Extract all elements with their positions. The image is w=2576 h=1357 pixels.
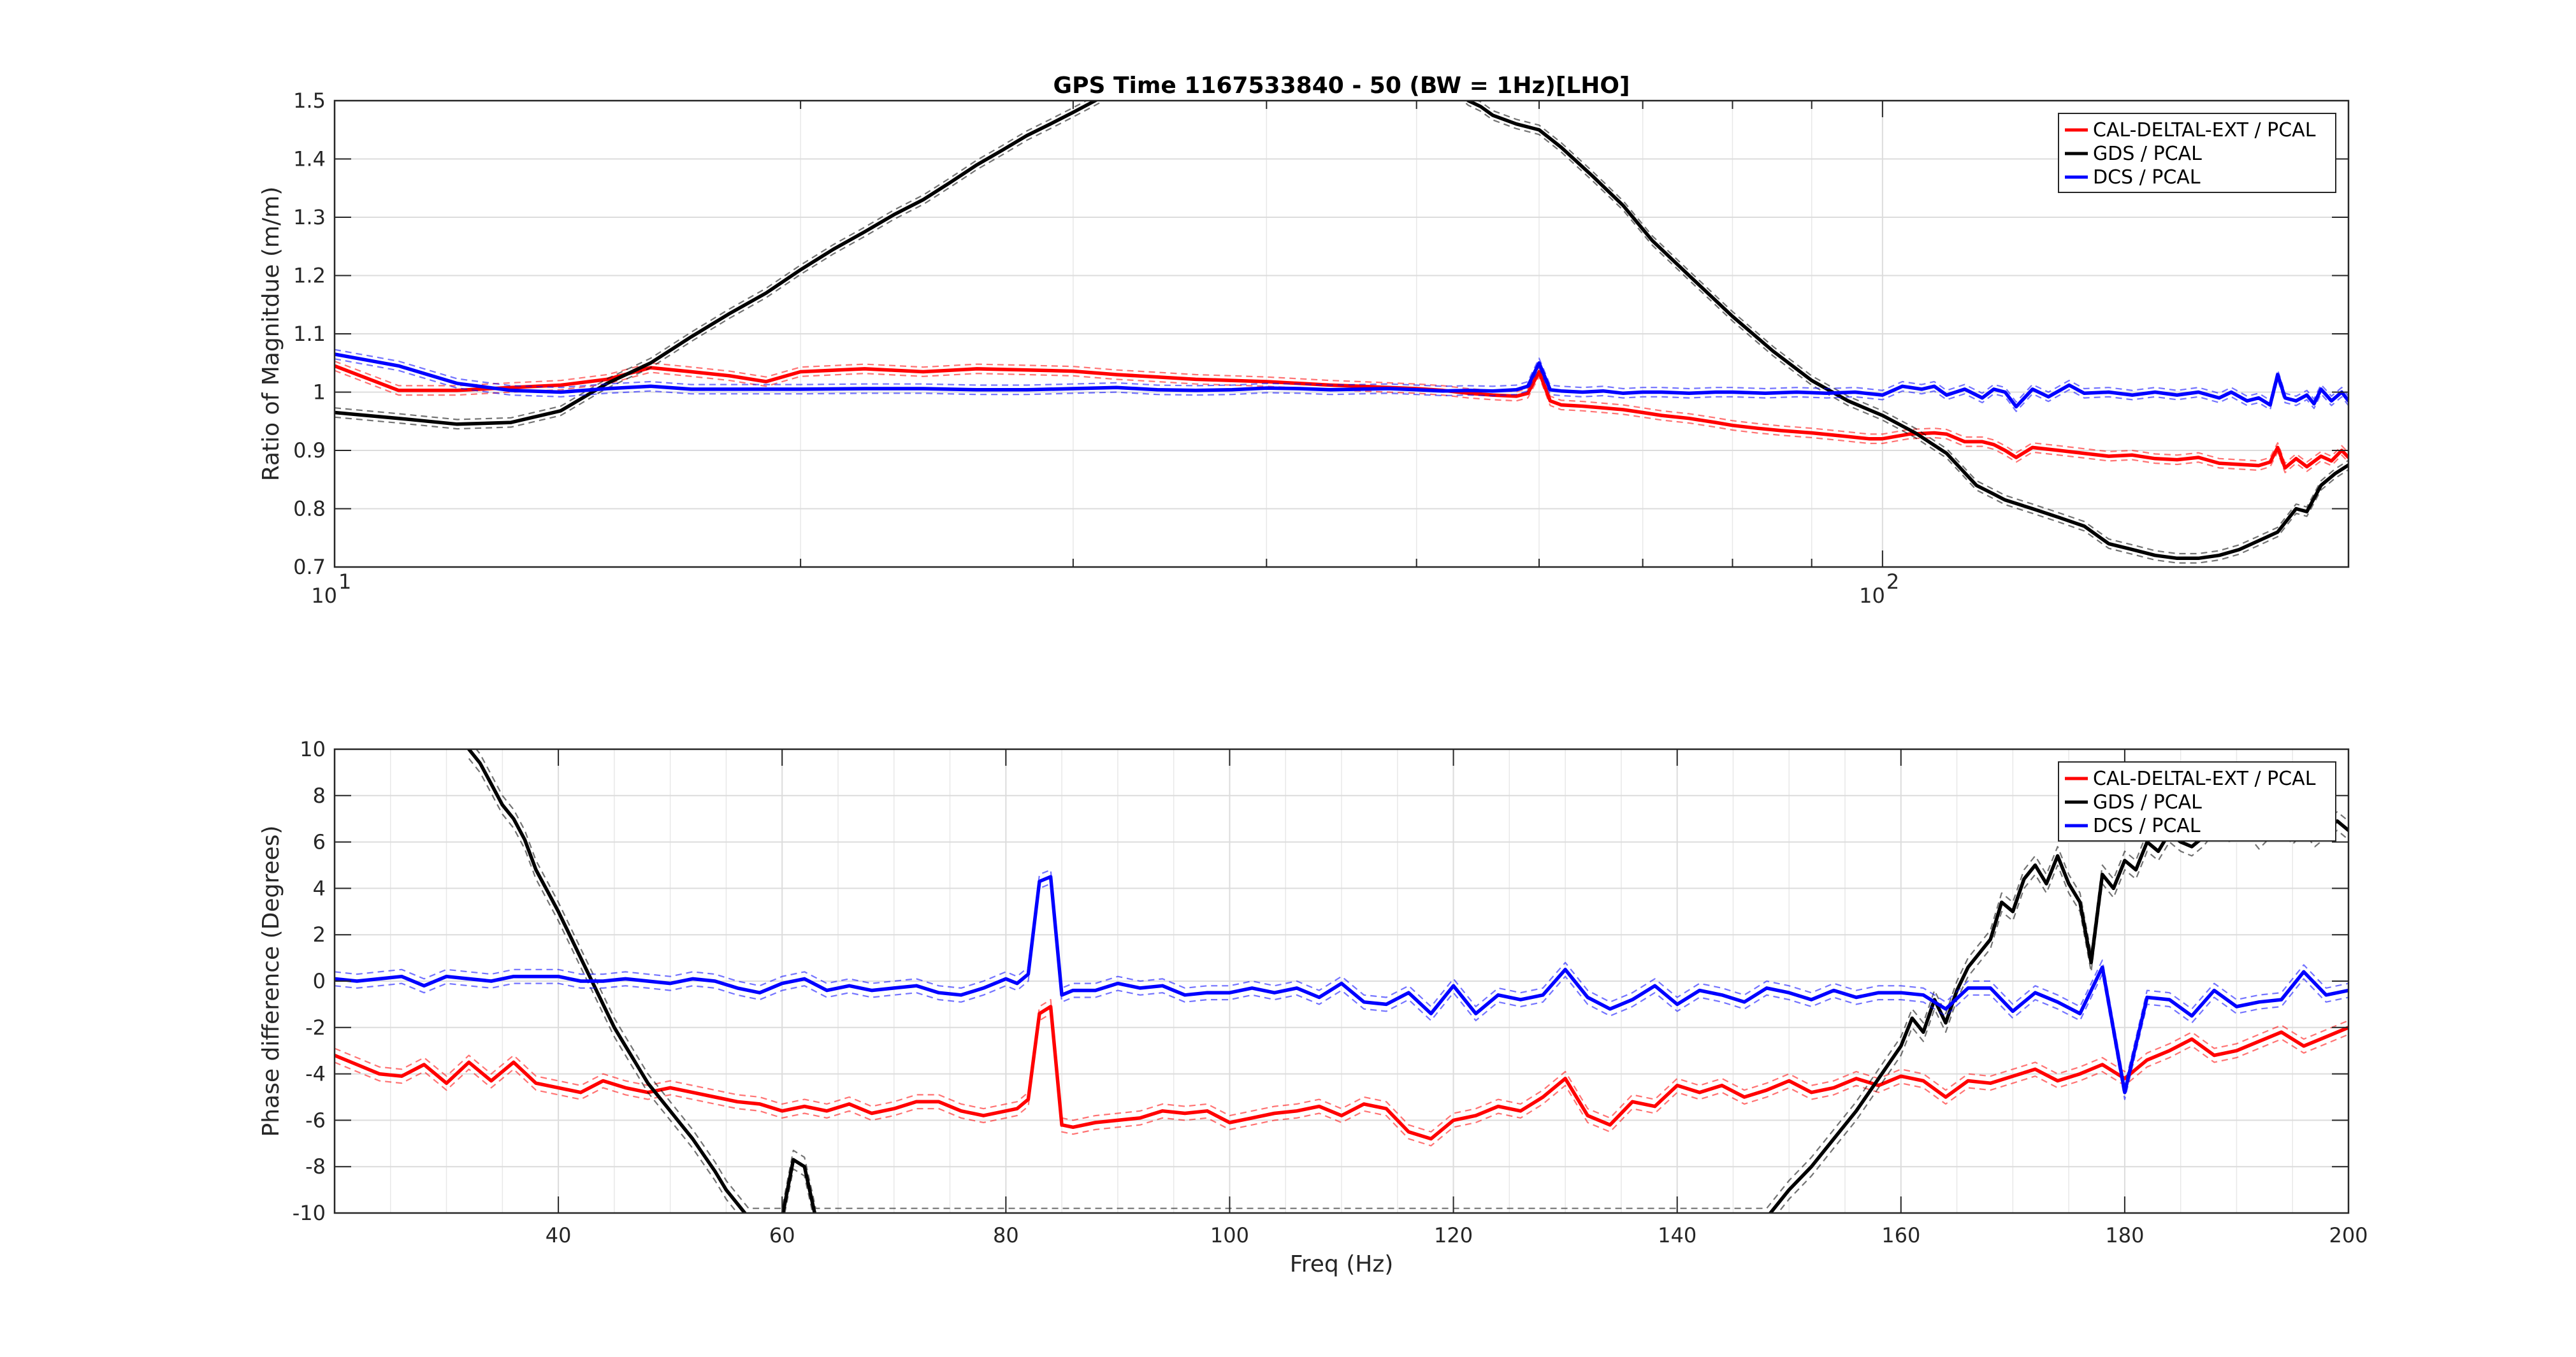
phase-y-tick-label: -8 xyxy=(305,1154,326,1179)
magnitude-dcs-pcal-lower-bound xyxy=(335,358,2348,412)
phase-gds-pcal-lower-bound xyxy=(468,757,2348,1213)
magnitude-legend-box xyxy=(2058,113,2336,193)
magnitude-y-tick-label: 0.7 xyxy=(293,555,326,579)
phase-x-tick-label: 160 xyxy=(1881,1223,1920,1247)
phase-y-tick-label: 0 xyxy=(313,969,326,993)
phase-legend-box xyxy=(2058,761,2336,842)
phase-cal-deltal-ext-pcal-line xyxy=(335,1005,2348,1141)
magnitude-gds-pcal-line xyxy=(335,101,2348,561)
phase-y-axis-label: Phase difference (Degrees) xyxy=(258,826,284,1137)
magnitude-cal-deltal-ext-pcal-upper-bound xyxy=(335,360,2348,464)
magnitude-x-tick-label: 101 xyxy=(311,570,351,608)
phase-x-tick-label: 40 xyxy=(546,1223,572,1247)
magnitude-x-tick-label-base: 10 xyxy=(1859,584,1885,608)
phase-y-tick-label: -6 xyxy=(305,1108,326,1132)
magnitude-legend-label-cal-deltal-ext-pcal: CAL-DELTAL-EXT / PCAL xyxy=(2093,119,2316,141)
magnitude-dcs-pcal-upper-bound xyxy=(335,348,2348,403)
phase-y-tick-label: 8 xyxy=(313,784,326,808)
phase-cal-deltal-ext-pcal-lower-bound xyxy=(335,1012,2348,1147)
magnitude-y-axis-label: Ratio of Magnitdue (m/m) xyxy=(258,187,284,482)
phase-x-tick-label: 140 xyxy=(1658,1223,1697,1247)
magnitude-x-tick-label-exponent: 2 xyxy=(1886,570,1899,594)
phase-x-tick-label: 180 xyxy=(2105,1223,2144,1247)
phase-y-tick-label: 10 xyxy=(300,737,326,761)
magnitude-cal-deltal-ext-pcal-lower-bound xyxy=(335,370,2348,473)
phase-legend-label-dcs-pcal: DCS / PCAL xyxy=(2093,815,2201,837)
phase-y-tick-label: 2 xyxy=(313,923,326,947)
magnitude-y-tick-label: 1.2 xyxy=(293,264,326,288)
magnitude-y-tick-label: 1.3 xyxy=(293,205,326,229)
magnitude-series-group xyxy=(335,101,2348,564)
phase-y-tick-label: -10 xyxy=(293,1201,326,1225)
phase-dcs-pcal-upper-bound xyxy=(335,869,2348,1086)
phase-y-tick-label: -4 xyxy=(305,1062,326,1086)
magnitude-legend-label-gds-pcal: GDS / PCAL xyxy=(2093,143,2202,165)
magnitude-y-tick-label: 1.1 xyxy=(293,322,326,346)
magnitude-y-tick-label: 0.9 xyxy=(293,438,326,463)
phase-grid xyxy=(335,749,2349,1214)
magnitude-x-tick-label-base: 10 xyxy=(311,584,337,608)
magnitude-y-tick-label: 1.4 xyxy=(293,147,326,171)
magnitude-x-tick-label: 102 xyxy=(1859,570,1899,608)
magnitude-y-tick-label: 0.8 xyxy=(293,497,326,521)
magnitude-chart-title: GPS Time 1167533840 - 50 (BW = 1Hz)[LHO] xyxy=(1053,73,1630,99)
phase-ticks xyxy=(335,749,2349,1214)
magnitude-cal-deltal-ext-pcal-line xyxy=(335,364,2348,470)
magnitude-y-tick-label: 1 xyxy=(313,380,326,405)
phase-x-tick-label: 120 xyxy=(1434,1223,1473,1247)
phase-x-tick-label: 100 xyxy=(1210,1223,1249,1247)
magnitude-ticks xyxy=(334,100,2348,568)
phase-dcs-pcal-lower-bound xyxy=(335,883,2348,1100)
phase-difference-axes: -10 -8 -6 -4 -2 0 2 4 6 8 10 40 60 80 100 120 140 160 180 2… xyxy=(258,737,2368,1277)
phase-y-tick-label: 4 xyxy=(313,876,326,900)
phase-y-tick-label: -2 xyxy=(305,1016,326,1040)
phase-cal-deltal-ext-pcal-upper-bound xyxy=(335,999,2348,1133)
phase-legend-label-gds-pcal: GDS / PCAL xyxy=(2093,791,2202,814)
phase-x-tick-label: 200 xyxy=(2329,1223,2368,1247)
magnitude-dcs-pcal-line xyxy=(335,352,2348,409)
magnitude-y-tick-label: 1.5 xyxy=(293,89,326,113)
phase-x-tick-label: 80 xyxy=(993,1223,1019,1247)
magnitude-x-tick-label-exponent: 1 xyxy=(338,570,351,594)
phase-y-tick-label: 6 xyxy=(313,830,326,854)
phase-x-tick-label: 60 xyxy=(769,1223,795,1247)
phase-x-axis-label: Freq (Hz) xyxy=(1290,1251,1394,1277)
magnitude-legend-label-dcs-pcal: DCS / PCAL xyxy=(2093,166,2201,189)
phase-dcs-pcal-line xyxy=(335,875,2348,1095)
phase-legend-label-cal-deltal-ext-pcal: CAL-DELTAL-EXT / PCAL xyxy=(2093,768,2316,790)
